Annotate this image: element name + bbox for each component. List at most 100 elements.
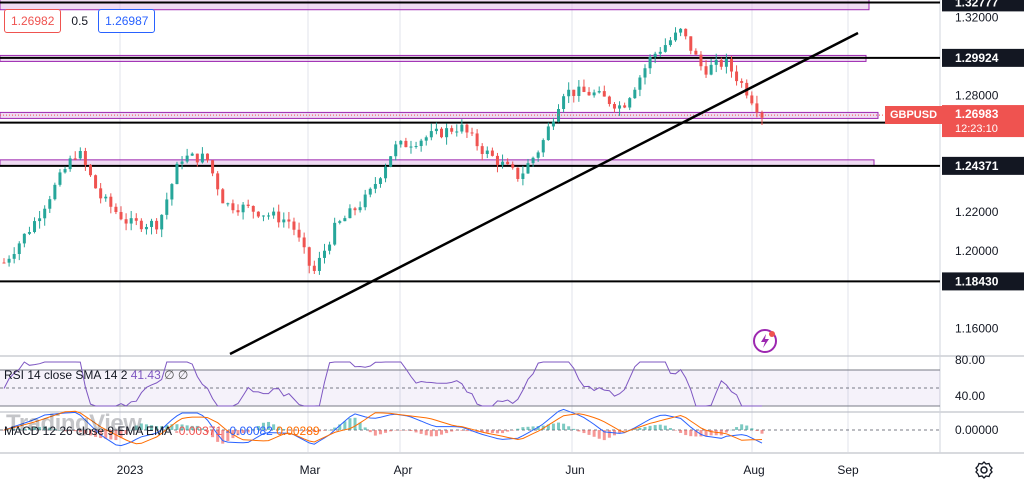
candle-body <box>165 199 169 215</box>
candle-body <box>170 184 174 200</box>
time-axis-label: Aug <box>743 463 764 477</box>
candle-body <box>475 133 479 147</box>
lightning-alert-icon[interactable] <box>752 328 778 354</box>
macd-histogram-bar <box>317 430 321 432</box>
candle-body <box>648 57 652 69</box>
macd-axis-tick: 0.00000 <box>955 423 999 437</box>
macd-histogram-bar <box>211 430 215 438</box>
macd-histogram-bar <box>73 430 77 432</box>
candle-body <box>546 126 550 141</box>
macd-histogram-bar <box>378 430 382 435</box>
candle-body <box>414 146 418 148</box>
candle-body <box>43 208 47 219</box>
candle-body <box>597 91 601 93</box>
candle-body <box>7 258 11 263</box>
rsi-axis-tick: 80.00 <box>955 353 985 367</box>
candle-body <box>567 89 571 97</box>
macd-histogram-bar <box>679 430 683 433</box>
candle-body <box>434 128 438 132</box>
macd-histogram-bar <box>261 422 265 430</box>
candle-body <box>68 158 72 170</box>
candle-body <box>694 50 698 55</box>
candle-body <box>628 98 632 108</box>
macd-histogram-bar <box>495 430 499 434</box>
candle-body <box>180 161 184 164</box>
candle-body <box>668 40 672 46</box>
macd-histogram-bar <box>155 426 159 430</box>
macd-histogram-bar <box>394 430 398 431</box>
candle-body <box>27 232 31 234</box>
rsi-axis-tick: 40.00 <box>955 389 985 403</box>
macd-histogram-bar <box>602 430 606 441</box>
macd-histogram-bar <box>526 426 530 430</box>
candle-body <box>185 155 189 162</box>
macd-histogram-bar <box>129 429 133 431</box>
price-label-badge <box>942 48 1024 67</box>
candle-body <box>129 218 133 224</box>
macd-histogram-bar <box>607 430 611 438</box>
macd-histogram-bar <box>119 430 123 439</box>
candle-body <box>48 199 52 209</box>
candle-body <box>404 140 408 148</box>
macd-histogram-bar <box>663 425 667 430</box>
macd-histogram-bar <box>160 426 164 430</box>
macd-histogram-bar <box>27 427 31 430</box>
candle-body <box>22 233 26 244</box>
gear-icon[interactable] <box>974 460 994 480</box>
candle-body <box>663 45 667 52</box>
candle-body <box>729 59 733 72</box>
macd-histogram-bar <box>465 430 469 432</box>
candle-body <box>714 59 718 65</box>
candle-body <box>653 53 657 58</box>
macd-histogram-bar <box>633 429 637 430</box>
candle-body <box>312 265 316 271</box>
time-axis-label: Mar <box>300 463 321 477</box>
macd-histogram-bar <box>755 430 759 431</box>
macd-histogram-bar <box>83 430 87 434</box>
macd-histogram-bar <box>38 426 42 430</box>
time-axis-label: 2023 <box>117 463 144 477</box>
sell-price-button[interactable]: 1.26982 <box>4 9 62 33</box>
candle-body <box>144 226 148 230</box>
macd-histogram-bar <box>170 424 174 430</box>
candle-body <box>638 77 642 90</box>
macd-histogram-bar <box>638 428 642 430</box>
rsi-line <box>3 361 762 407</box>
macd-histogram-bar <box>363 427 367 430</box>
candle-body <box>88 165 92 176</box>
macd-histogram-bar <box>384 430 388 433</box>
macd-histogram-bar <box>643 426 647 430</box>
trendline[interactable] <box>229 31 859 356</box>
buy-price-button[interactable]: 1.26987 <box>98 9 156 33</box>
price-label-text: 1.29924 <box>955 51 999 65</box>
candle-body <box>317 257 321 271</box>
trade-toolbar: 1.26982 0.5 1.26987 <box>4 9 156 33</box>
candle-body <box>261 215 265 217</box>
candle-body <box>353 208 357 211</box>
macd-histogram-bar <box>440 430 444 435</box>
price-zone[interactable] <box>0 0 870 11</box>
price-label-text: 1.18430 <box>955 274 999 288</box>
macd-histogram-bar <box>226 430 230 442</box>
candle-body <box>384 166 388 179</box>
rsi-legend[interactable]: RSI 14 close SMA 14 2 41.43 ∅ ∅ <box>4 368 188 382</box>
macd-histogram-bar <box>328 429 332 431</box>
macd-legend[interactable]: MACD 12 26 close 9 EMA EMA -0.00371 -0.0… <box>4 424 320 438</box>
price-axis-tick: 1.16000 <box>955 322 999 336</box>
candle-body <box>551 121 555 127</box>
candle-body <box>282 219 286 223</box>
candle-body <box>12 254 16 259</box>
macd-histogram-bar <box>409 430 413 431</box>
candle-body <box>73 158 77 160</box>
macd-histogram-bar <box>348 418 352 430</box>
candle-body <box>526 163 530 174</box>
candle-body <box>63 169 67 173</box>
macd-histogram-bar <box>389 430 393 432</box>
candle-body <box>495 155 499 166</box>
macd-histogram-bar <box>455 430 459 431</box>
candle-body <box>511 164 515 168</box>
candle-body <box>399 140 403 145</box>
price-zone[interactable] <box>0 111 879 119</box>
